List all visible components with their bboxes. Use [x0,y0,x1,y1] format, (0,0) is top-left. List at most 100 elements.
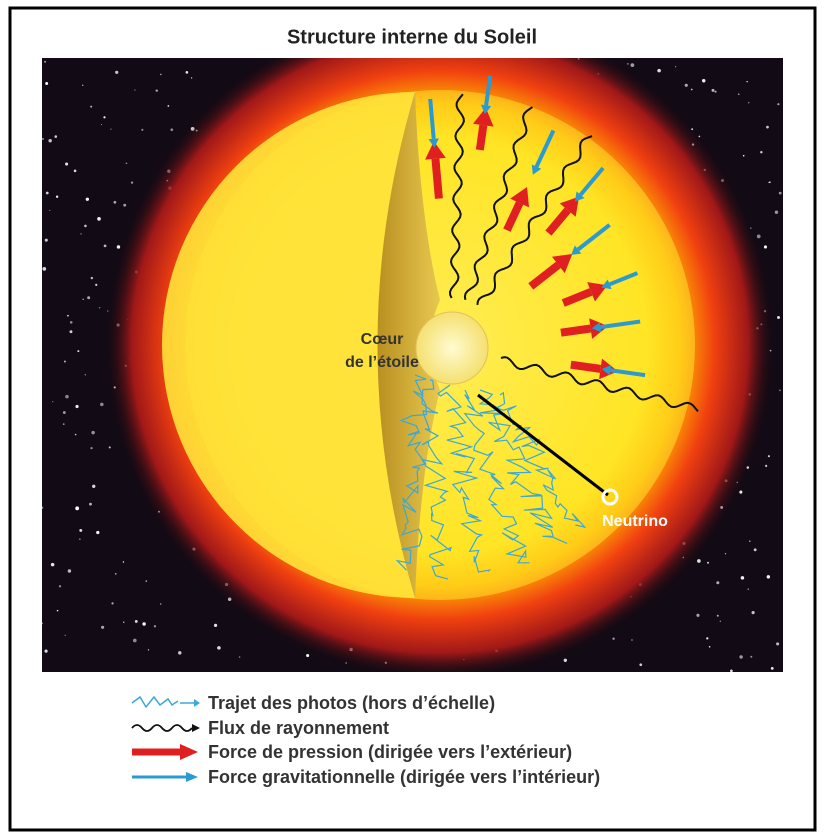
arrow [561,288,593,307]
star [65,162,69,166]
star [217,646,221,650]
arrow [475,124,488,151]
star [63,360,66,363]
legend: Trajet des photos (hors d’échelle) Flux … [131,693,600,787]
star [82,84,84,86]
star [130,181,134,184]
star [101,625,105,629]
star [630,63,635,68]
arrow [428,98,436,139]
star [52,401,54,403]
star [103,244,107,248]
arrow [560,324,592,337]
radiation [500,356,699,413]
arrow-head [574,191,585,202]
star [65,394,69,399]
illustration: Cœur de l’étoile Neutrino [42,58,783,672]
arrow [570,360,602,373]
star [114,573,117,575]
star [716,581,720,585]
star [98,307,101,309]
photon-path [437,384,492,573]
arrow-head [531,164,542,175]
star [142,622,146,626]
star [90,446,93,450]
legend-item: Flux de rayonnement [208,718,389,738]
star [111,602,114,605]
star [44,238,48,242]
star [42,506,44,509]
star [777,103,780,106]
star [108,446,111,449]
star [737,93,740,96]
star [85,197,89,201]
star [776,642,780,646]
star [75,404,79,409]
arrow [528,261,561,290]
arrow [579,166,605,197]
star [110,128,112,130]
photon-path [395,374,428,571]
star [746,80,748,83]
star [753,548,757,552]
star [716,614,719,617]
star [701,79,706,83]
star [122,561,125,563]
star [190,77,193,79]
star [697,559,701,563]
star [178,651,182,655]
star [719,620,721,622]
star [779,389,781,392]
star [778,191,782,195]
star [77,350,80,353]
star [155,89,158,92]
arrow-head [551,254,573,274]
arrow [610,368,646,378]
star [145,580,148,582]
star [113,200,117,204]
arrow-head [473,107,494,127]
star [766,575,771,579]
star [69,330,73,334]
star [747,588,750,590]
arrow-head [559,196,580,217]
star [160,603,162,605]
star [751,611,755,615]
star [116,245,121,249]
star [707,561,710,564]
star [768,182,770,184]
photon-path [478,389,568,544]
arrow-head [428,138,439,148]
title: Structure interne du Soleil [287,26,537,48]
star [125,162,128,165]
star [238,656,241,658]
star [159,73,162,76]
star [55,195,59,198]
star [132,638,137,643]
arrow [545,207,571,236]
star [115,70,119,74]
star [766,125,769,129]
star [80,233,82,235]
arrow [431,158,443,199]
legend-item: Trajet des photos (hors d’échelle) [208,693,495,713]
photon-path [420,379,452,580]
star [657,68,661,73]
star [696,613,700,617]
arrow-head [425,141,446,160]
star [64,634,66,637]
star [763,245,768,249]
star [90,276,93,280]
core-label: Cœur [361,331,404,348]
star [100,402,104,407]
star [103,116,106,119]
star [684,83,688,87]
star [170,128,174,132]
star [740,576,745,580]
star [45,191,49,195]
star [97,217,101,221]
star [49,209,51,212]
star [62,411,66,414]
star [167,105,170,107]
